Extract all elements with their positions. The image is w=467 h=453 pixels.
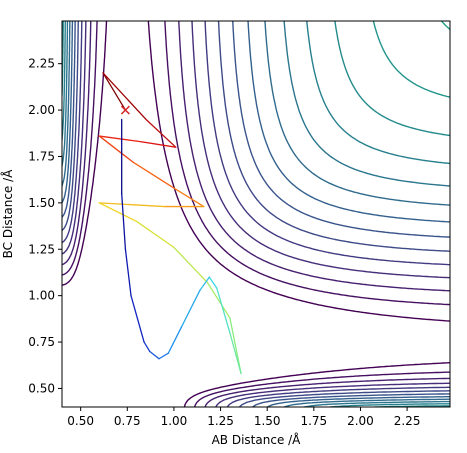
start-marker (120, 105, 130, 115)
trajectory-segment (208, 276, 218, 289)
trajectory-segment (145, 118, 177, 148)
y-axis-label: BC Distance /Å (0, 169, 15, 259)
contour-line (62, 21, 450, 407)
y-axis-ticks: 0.50 0.75 1.00 1.25 1.50 1.75 2.00 2.25 (28, 57, 62, 395)
trajectory-segment (98, 135, 141, 143)
trajectory-segment (167, 326, 183, 354)
y-tick-label: 1.75 (28, 149, 55, 163)
trajectory-segment (149, 350, 160, 360)
plot-frame (61, 20, 451, 408)
trajectory-segment (124, 248, 132, 297)
trajectory-path (98, 72, 242, 375)
trajectory-segment (102, 72, 147, 121)
contour-line (62, 21, 450, 407)
x-axis-label: AB Distance /Å (212, 432, 302, 447)
x-tick-label: 1.50 (254, 414, 281, 428)
contour-line (372, 21, 450, 98)
y-tick-label: 1.50 (28, 196, 55, 210)
potential-energy-contours (62, 21, 450, 407)
trajectory-segment (158, 352, 169, 360)
trajectory-segment (199, 276, 211, 291)
trajectory-segment (98, 135, 134, 163)
x-tick-label: 2.00 (347, 414, 374, 428)
trajectory-segment (216, 287, 231, 334)
x-tick-label: 2.25 (394, 414, 421, 428)
y-tick-label: 0.75 (28, 335, 55, 349)
trajectory-segment (180, 289, 201, 328)
x-axis-ticks: 0.50 0.75 1.00 1.25 1.50 1.75 2.00 2.25 (67, 407, 420, 428)
trajectory-segment (98, 202, 166, 208)
y-tick-label: 2.00 (28, 103, 55, 117)
x-tick-label: 0.50 (67, 414, 94, 428)
trajectory-segment (130, 295, 145, 343)
y-tick-label: 2.25 (28, 57, 55, 71)
contour-line (62, 21, 450, 407)
x-tick-label: 0.75 (114, 414, 141, 428)
trajectory-segment (98, 202, 138, 223)
x-tick-label: 1.75 (300, 414, 327, 428)
y-tick-label: 1.00 (28, 289, 55, 303)
contour-line (62, 21, 450, 407)
contour-line (62, 21, 450, 407)
trajectory-segment (143, 341, 151, 352)
y-tick-label: 0.50 (28, 381, 55, 395)
trajectory-segment (132, 161, 175, 189)
start-marker-stroke (120, 105, 130, 115)
trajectory-segment (135, 220, 175, 249)
contour-line (440, 21, 450, 31)
trajectory-segment (206, 282, 231, 319)
trajectory-segment (173, 246, 209, 284)
trajectory-segment (229, 332, 242, 375)
x-tick-label: 1.25 (207, 414, 234, 428)
contour-line (62, 21, 450, 407)
trajectory-segment (102, 72, 127, 111)
y-tick-label: 1.25 (28, 242, 55, 256)
trajectory-segment (121, 192, 127, 250)
trajectory-segment (139, 140, 177, 148)
trajectory-segment (229, 317, 242, 375)
trajectory-segment (173, 187, 205, 208)
contour-line (62, 21, 450, 407)
x-tick-label: 1.00 (161, 414, 188, 428)
